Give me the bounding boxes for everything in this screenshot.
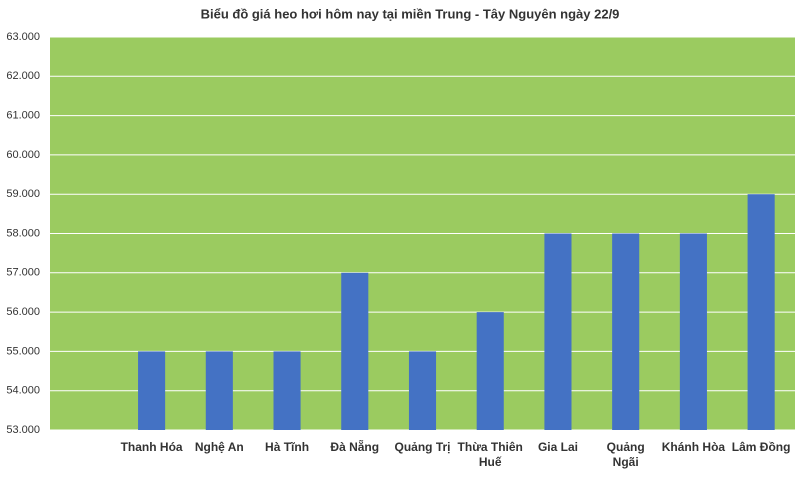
y-tick-label: 56.000 (6, 306, 40, 318)
x-tick-label: Quảng Trị (394, 440, 451, 454)
bar (612, 233, 640, 430)
bar (679, 233, 707, 430)
x-tick-label: Hà Tĩnh (265, 440, 310, 454)
bar (341, 272, 369, 430)
y-tick-label: 61.000 (6, 110, 40, 122)
bar (408, 351, 437, 430)
y-tick-label: 55.000 (6, 345, 40, 357)
bar (138, 351, 166, 430)
x-tick-label: Khánh Hòa (661, 440, 726, 454)
x-tick-label: Thừa Thiên Huế (457, 440, 523, 469)
chart-title: Biểu đồ giá heo hơi hôm nay tại miền Tru… (201, 6, 620, 21)
x-tick-label: Thanh Hóa (120, 440, 183, 454)
x-tick-label: Đà Nẵng (330, 440, 380, 454)
y-tick-label: 53.000 (6, 424, 40, 436)
x-tick-label: Lâm Đồng (731, 440, 791, 454)
x-tick-label: Quảng Ngãi (606, 440, 645, 469)
y-tick-label: 62.000 (6, 70, 40, 82)
bar (544, 233, 572, 430)
x-tick-label: Nghệ An (194, 440, 244, 454)
y-tick-label: 59.000 (6, 188, 40, 200)
bar (205, 351, 233, 430)
bar (747, 194, 775, 430)
y-tick-label: 60.000 (6, 149, 40, 161)
y-tick-label: 58.000 (6, 227, 40, 239)
bar (273, 351, 301, 430)
y-tick-label: 57.000 (6, 267, 40, 279)
bar (476, 312, 504, 430)
y-tick-label: 54.000 (6, 385, 40, 397)
x-tick-label: Gia Lai (537, 440, 578, 454)
y-tick-label: 63.000 (6, 31, 40, 43)
